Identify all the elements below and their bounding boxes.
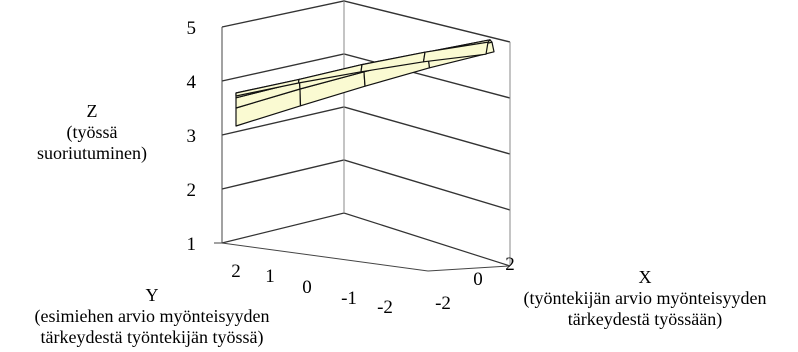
surface-mesh — [235, 39, 495, 127]
tick-labels: 1 2 3 4 5 2 1 0 -1 -2 2 0 -2 — [187, 18, 515, 318]
z-tick-label: 2 — [187, 180, 197, 201]
z-tick-label: 5 — [187, 18, 197, 39]
y-tick-label: 2 — [231, 261, 241, 282]
chart-walls — [214, 0, 511, 272]
z-axis-title: suoriutuminen) — [37, 143, 147, 164]
x-axis-title: X — [639, 267, 652, 287]
y-tick-label: -2 — [377, 297, 393, 318]
z-axis-title: (työssä — [67, 122, 118, 143]
y-tick-label: 0 — [302, 277, 312, 298]
surface-patch — [422, 41, 489, 63]
y-axis-title: tärkeydestä työntekijän työssä) — [41, 327, 264, 348]
x-tick-label: 0 — [473, 269, 483, 290]
y-axis-title: (esimiehen arvio myönteisyyden — [35, 306, 270, 327]
gridline — [221, 0, 511, 43]
z-tick-label: 3 — [187, 126, 197, 147]
gridline — [221, 212, 511, 267]
z-tick-label: 4 — [187, 72, 197, 93]
floor-edge-left — [221, 242, 429, 272]
z-axis-title: Z — [87, 101, 98, 121]
z-tick-label: 1 — [187, 234, 197, 255]
floor-edge-right — [427, 265, 511, 272]
gridline — [221, 159, 511, 211]
y-tick-label: -1 — [341, 288, 357, 309]
x-tick-label: -2 — [435, 293, 451, 314]
x-axis-title: tärkeydestä työssään) — [568, 309, 722, 330]
y-tick-label: 1 — [265, 266, 275, 287]
x-tick-label: 2 — [505, 254, 515, 275]
x-axis-title: (työntekijän arvio myönteisyyden — [524, 288, 767, 309]
y-axis-title: Y — [146, 285, 159, 305]
